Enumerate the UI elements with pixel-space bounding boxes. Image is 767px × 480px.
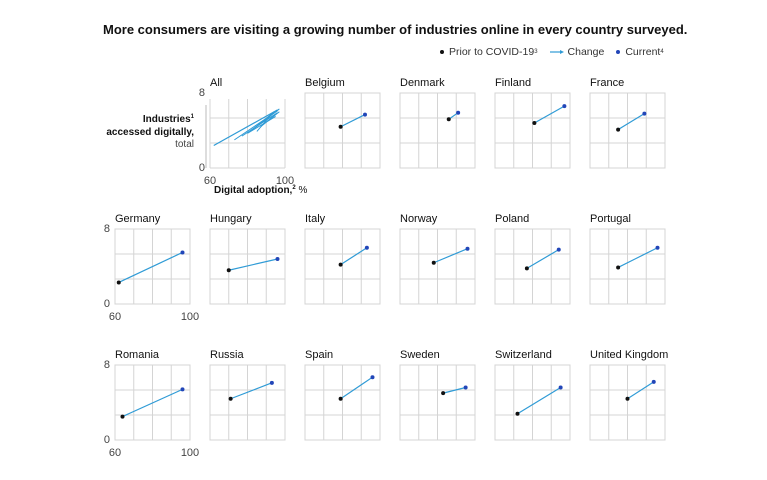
prior-point-denmark	[446, 117, 451, 122]
prior-point-hungary	[226, 268, 231, 273]
panel-label-united-kingdom: United Kingdom	[590, 349, 668, 361]
panel-label-switzerland: Switzerland	[495, 349, 552, 361]
change-line-sweden	[442, 386, 466, 394]
change-line-switzerland	[517, 386, 561, 415]
change-line-hungary	[228, 258, 278, 271]
current-point-belgium	[363, 112, 367, 117]
prior-point-switzerland	[515, 411, 520, 416]
x-tick-max: 100	[181, 447, 199, 459]
change-line-spain	[340, 376, 373, 400]
legend-prior-marker	[440, 50, 444, 54]
legend: Prior to COVID-19 3 Change Current 4	[440, 46, 664, 58]
prior-point-romania	[120, 414, 125, 419]
x-tick-min: 60	[204, 175, 216, 187]
prior-point-norway	[431, 260, 436, 265]
y-tick-max: 8	[104, 223, 110, 235]
prior-point-germany	[116, 280, 121, 285]
x-tick-min: 60	[109, 447, 121, 459]
current-point-norway	[465, 246, 470, 251]
legend-current-label: Current	[625, 46, 661, 58]
current-point-sweden	[463, 385, 468, 390]
change-line-france	[617, 113, 645, 131]
legend-prior-label: Prior to COVID-19	[449, 46, 535, 58]
panel-label-hungary: Hungary	[210, 213, 252, 225]
panel-label-sweden: Sweden	[400, 349, 440, 361]
change-line-all-extra	[262, 111, 280, 126]
prior-point-poland	[524, 266, 529, 271]
chart-title: More consumers are visiting a growing nu…	[103, 22, 688, 37]
y-axis-label-line2: accessed digitally,	[106, 127, 194, 138]
x-tick-max: 100	[276, 175, 294, 187]
y-tick-min: 0	[199, 162, 205, 174]
legend-current-marker	[616, 50, 621, 54]
panel-label-denmark: Denmark	[400, 77, 445, 89]
current-point-denmark	[456, 110, 461, 115]
current-point-russia	[269, 380, 274, 385]
panel-label-portugal: Portugal	[590, 213, 631, 225]
change-line-united-kingdom	[627, 381, 655, 400]
panel-label-norway: Norway	[400, 213, 438, 225]
prior-point-sweden	[441, 391, 446, 396]
current-point-italy	[364, 245, 369, 250]
change-line-finland	[534, 105, 565, 124]
change-line-portugal	[617, 247, 658, 268]
change-line-romania	[122, 388, 183, 418]
legend-change-marker	[549, 50, 564, 54]
change-line-belgium	[340, 114, 366, 128]
current-point-romania	[180, 387, 185, 392]
x-tick-max: 100	[181, 311, 199, 323]
change-line-all	[213, 109, 278, 147]
current-point-spain	[370, 375, 375, 380]
current-point-finland	[562, 104, 567, 109]
prior-point-france	[616, 127, 621, 132]
prior-point-belgium	[338, 124, 343, 129]
prior-point-italy	[338, 262, 343, 267]
change-line-all-extra	[247, 116, 276, 134]
change-line-germany	[118, 251, 183, 283]
change-line-italy	[340, 247, 368, 266]
panel-label-germany: Germany	[115, 213, 161, 225]
y-tick-max: 8	[104, 359, 110, 371]
legend-change-label: Change	[567, 46, 605, 58]
change-line-all-extra	[256, 111, 275, 132]
panel-label-spain: Spain	[305, 349, 333, 361]
prior-point-russia	[228, 396, 233, 401]
legend-item-current: Current 4	[616, 46, 664, 58]
current-point-united-kingdom	[651, 379, 656, 384]
legend-prior-note: 3	[534, 49, 538, 55]
current-point-germany	[180, 250, 185, 255]
current-point-portugal	[655, 245, 660, 250]
change-line-russia	[230, 382, 273, 400]
x-tick-min: 60	[109, 311, 121, 323]
y-axis-label: Industries1	[143, 114, 195, 125]
legend-item-prior: Prior to COVID-19 3	[440, 46, 538, 58]
panel-label-all: All	[210, 77, 222, 89]
prior-point-finland	[532, 121, 537, 125]
prior-point-spain	[338, 396, 343, 401]
prior-point-united-kingdom	[625, 396, 630, 401]
prior-point-portugal	[616, 265, 621, 270]
panel-label-italy: Italy	[305, 213, 326, 225]
y-tick-max: 8	[199, 87, 205, 99]
current-point-switzerland	[558, 385, 563, 390]
legend-item-change: Change	[549, 46, 605, 58]
x-axis-label: Digital adoption,2 %	[214, 185, 307, 196]
legend-current-note: 4	[660, 49, 664, 55]
change-line-norway	[433, 248, 468, 264]
y-axis-label-line3: total	[175, 139, 194, 150]
current-point-hungary	[275, 257, 280, 261]
panel-label-belgium: Belgium	[305, 77, 345, 89]
change-line-all-extra	[254, 113, 273, 129]
current-point-france	[642, 111, 647, 116]
panel-label-poland: Poland	[495, 213, 529, 225]
panel-label-finland: Finland	[495, 77, 531, 89]
panel-label-romania: Romania	[115, 349, 160, 361]
current-point-poland	[556, 247, 561, 252]
change-line-poland	[526, 249, 560, 269]
panel-label-france: France	[590, 77, 624, 89]
y-tick-min: 0	[104, 434, 110, 446]
panel-label-russia: Russia	[210, 349, 245, 361]
y-tick-min: 0	[104, 298, 110, 310]
